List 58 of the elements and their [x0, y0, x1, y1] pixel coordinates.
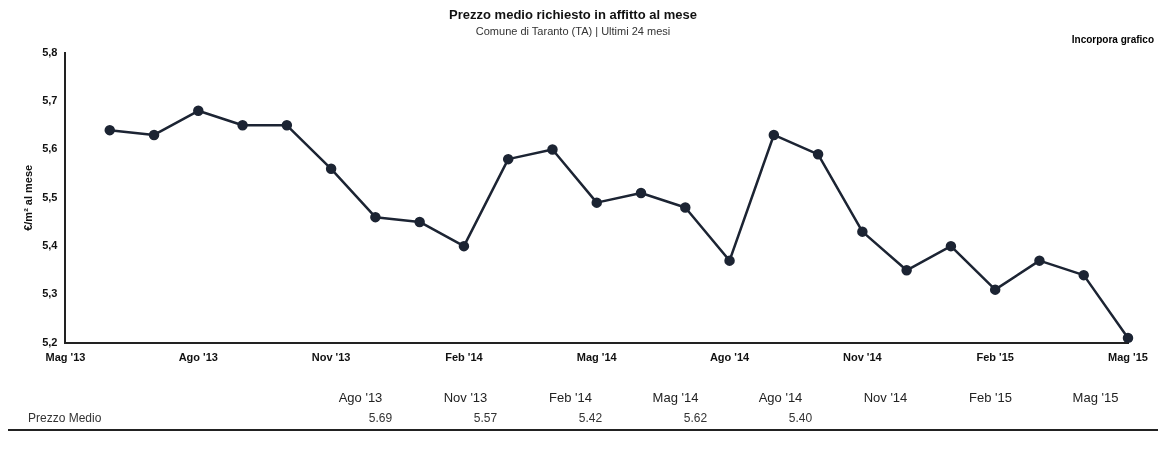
text: Ago '13 — [337, 390, 384, 405]
text: Nov '13 — [442, 390, 489, 405]
y-tick-label: 5,3 — [42, 287, 58, 300]
text: Incorpora grafico — [1071, 34, 1154, 45]
text: Ago '14 — [757, 390, 804, 405]
text: Feb '14 — [548, 390, 593, 405]
text: 5.57 — [472, 411, 499, 425]
x-tick-label: Ago '13 — [178, 351, 218, 364]
text: 5.69 — [367, 411, 394, 425]
point — [680, 202, 691, 213]
x-tick-label: Mag '13 — [45, 351, 86, 364]
text: Mag '15 — [1071, 390, 1120, 405]
x-tick-label: Nov '14 — [843, 351, 883, 364]
text: 5.40 — [787, 411, 814, 425]
point — [502, 153, 514, 165]
point — [148, 129, 160, 141]
chart-subtitle: Comune di Taranto (TA) | Ultimi 24 mesi — [475, 25, 671, 38]
point — [325, 163, 337, 175]
y-tick-label: 5,2 — [42, 335, 58, 348]
y-tick-label: 5,6 — [42, 142, 58, 155]
text: 5.42 — [577, 411, 604, 425]
text: Feb '15 — [968, 390, 1013, 405]
point — [591, 197, 602, 208]
point — [1122, 332, 1134, 343]
y-tick-label: 5,5 — [42, 190, 58, 203]
y-tick-label: 5,7 — [42, 94, 58, 107]
point — [812, 149, 824, 160]
point — [370, 211, 381, 223]
point — [104, 124, 116, 136]
chart-title: Prezzo medio richiesto in affitto al mese — [449, 7, 697, 23]
point — [1034, 255, 1045, 266]
point — [989, 284, 1001, 295]
y-tick-label: 5,4 — [42, 239, 59, 252]
x-tick-label: Ago '14 — [709, 351, 751, 364]
point — [193, 105, 204, 117]
point — [901, 265, 912, 276]
text: Nov '14 — [862, 390, 909, 405]
point — [547, 144, 558, 155]
point — [945, 240, 957, 252]
point — [724, 255, 735, 266]
x-tick-label: Mag '14 — [576, 351, 618, 364]
x-tick-label: Nov '13 — [311, 351, 351, 364]
y-axis-title: €/m² al mese — [21, 164, 34, 231]
point — [458, 240, 470, 252]
text: Mag '14 — [651, 390, 700, 405]
point — [237, 120, 248, 131]
point — [635, 187, 647, 199]
text: 5.62 — [682, 411, 709, 425]
y-tick-label: 5,8 — [42, 45, 58, 58]
text: Prezzo Medio — [27, 411, 103, 425]
x-tick-label: Feb '14 — [445, 351, 484, 364]
point — [281, 120, 293, 131]
x-tick-label: Mag '15 — [1108, 351, 1148, 364]
point — [857, 226, 868, 237]
point — [768, 129, 780, 141]
point — [414, 216, 425, 228]
x-tick-label: Feb '15 — [976, 351, 1014, 364]
point — [1078, 269, 1089, 281]
